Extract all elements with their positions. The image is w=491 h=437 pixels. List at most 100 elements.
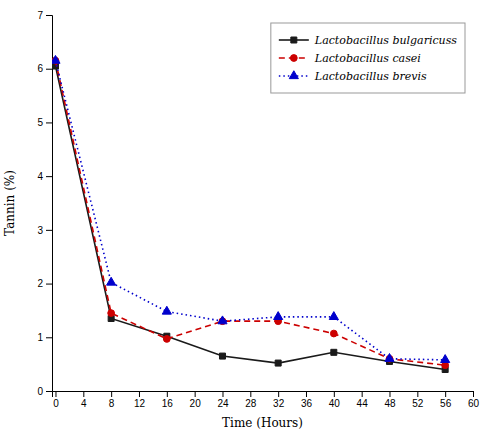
- tick-label: 36: [301, 398, 313, 409]
- tick: 36: [301, 391, 313, 409]
- tick-mark: [195, 391, 196, 397]
- tick: 0: [53, 391, 59, 409]
- legend-item: Lactobacillus bulgaricuss: [279, 34, 458, 47]
- tick-label: 4: [37, 171, 43, 182]
- tick-mark: [55, 391, 56, 397]
- tick-mark: [46, 391, 52, 392]
- tick-mark: [139, 391, 140, 397]
- tick-mark: [46, 230, 52, 231]
- tick-label: 20: [190, 398, 202, 409]
- tick-label: 8: [109, 398, 115, 409]
- tick: 48: [384, 391, 396, 409]
- legend-box: [271, 23, 465, 93]
- point: [330, 330, 337, 337]
- point: [163, 336, 170, 343]
- tick: 3: [37, 225, 52, 236]
- legend-label: Lactobacillus brevis: [314, 70, 427, 83]
- tick-label: 6: [37, 63, 43, 74]
- tick: 28: [245, 391, 257, 409]
- tick-mark: [46, 284, 52, 285]
- line: [55, 61, 445, 366]
- tick-label: 44: [357, 398, 369, 409]
- tick: 16: [162, 391, 174, 409]
- tick: 5: [37, 117, 52, 128]
- tick: 4: [81, 391, 87, 409]
- tick-mark: [473, 391, 474, 397]
- tick: 20: [190, 391, 202, 409]
- tick-label: 0: [53, 398, 59, 409]
- point: [108, 310, 115, 317]
- tick-label: 1: [37, 332, 43, 343]
- plot: 0481216202428323640444852566001234567Tim…: [3, 10, 479, 430]
- tick-label: 3: [37, 225, 43, 236]
- tick-label: 52: [412, 398, 424, 409]
- tick-mark: [46, 69, 52, 70]
- tick-mark: [46, 176, 52, 177]
- tick: 24: [217, 391, 229, 409]
- tick-label: 12: [134, 398, 146, 409]
- point: [218, 316, 227, 324]
- point: [329, 312, 338, 320]
- point: [331, 349, 337, 355]
- tick-label: 7: [37, 10, 43, 21]
- chart: 0481216202428323640444852566001234567Tim…: [0, 0, 491, 437]
- marks: [52, 55, 450, 372]
- x-axis: 04812162024283236404448525660: [53, 391, 480, 409]
- tick-mark: [222, 391, 223, 397]
- tick-label: 56: [440, 398, 452, 409]
- tick-label: 24: [217, 398, 229, 409]
- tick: 40: [329, 391, 341, 409]
- point: [275, 360, 281, 366]
- tick-label: 28: [245, 398, 257, 409]
- tick-mark: [46, 122, 52, 123]
- tick-mark: [46, 15, 52, 16]
- tick-label: 0: [37, 386, 43, 397]
- legend: Lactobacillus bulgaricuss Lactobacillus c…: [271, 23, 465, 93]
- line: [55, 66, 445, 369]
- y-axis-title: Tannin (%): [3, 170, 17, 236]
- point: [52, 55, 60, 63]
- legend-item: Lactobacillus brevis: [279, 70, 427, 83]
- tick-mark: [46, 337, 52, 338]
- legend-symbol: [291, 37, 297, 43]
- legend-label: Lactobacillus bulgaricuss: [314, 34, 458, 47]
- tick-mark: [417, 391, 418, 397]
- series: [52, 57, 448, 368]
- tick-mark: [167, 391, 168, 397]
- tick-label: 40: [329, 398, 341, 409]
- tick-mark: [306, 391, 307, 397]
- tick-mark: [445, 391, 446, 397]
- tick-label: 2: [37, 278, 43, 289]
- tick: 2: [37, 278, 52, 289]
- tick-label: 32: [273, 398, 285, 409]
- tick: 44: [357, 391, 369, 409]
- x-axis-title: Time (Hours): [222, 416, 303, 430]
- tick-label: 48: [384, 398, 396, 409]
- point: [441, 355, 450, 363]
- point: [162, 306, 171, 314]
- axis-line: [46, 16, 53, 392]
- tick: 12: [134, 391, 146, 409]
- legend-label: Lactobacillus casei: [314, 52, 421, 65]
- tick-mark: [250, 391, 251, 397]
- legend-item: Lactobacillus casei: [279, 52, 421, 65]
- tick-mark: [278, 391, 279, 397]
- tick-label: 4: [81, 398, 87, 409]
- series: [52, 55, 450, 362]
- tick-mark: [83, 391, 84, 397]
- point: [107, 277, 116, 285]
- tick-label: 5: [37, 117, 43, 128]
- line: [55, 61, 445, 360]
- tick-label: 60: [468, 398, 480, 409]
- tick-mark: [389, 391, 390, 397]
- legend-symbol: [290, 55, 297, 62]
- y-axis: 0 1 2 3 4 5 6 7: [37, 10, 52, 397]
- tick-mark: [111, 391, 112, 397]
- tick: 0: [37, 386, 52, 397]
- tick: 32: [273, 391, 285, 409]
- tick: 1: [37, 332, 52, 343]
- point: [385, 354, 394, 362]
- axis-line: [53, 392, 474, 398]
- tick: 6: [37, 63, 52, 74]
- tick-label: 16: [162, 398, 174, 409]
